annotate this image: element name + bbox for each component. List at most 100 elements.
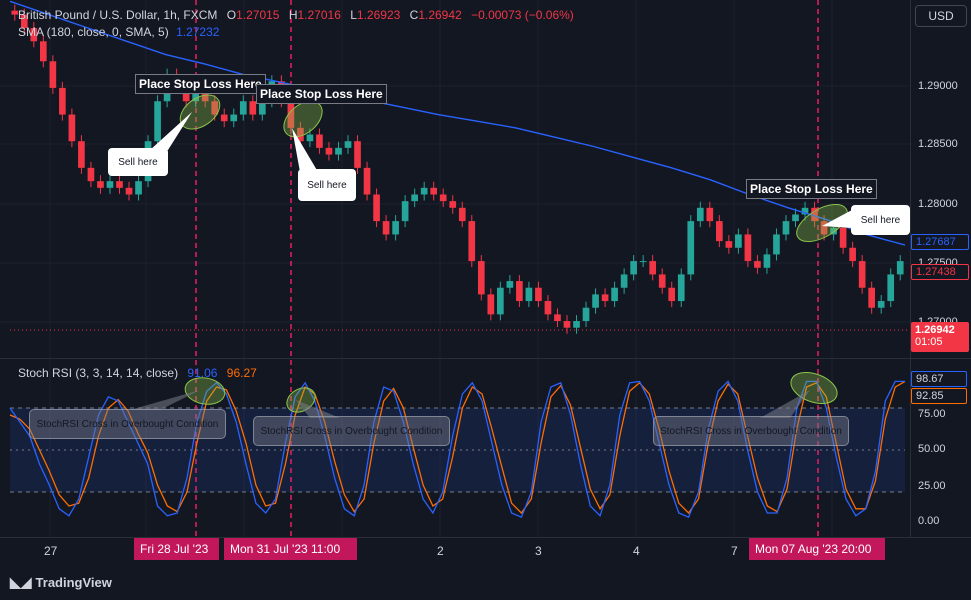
candle-body — [449, 201, 457, 208]
annotation-callouts — [130, 94, 852, 418]
candle-body — [563, 321, 571, 328]
sma-price-tag: 1.27687 — [911, 234, 969, 250]
candle-body — [516, 281, 523, 302]
candle-body — [239, 101, 247, 115]
candle-body — [468, 221, 476, 262]
candle-body — [201, 87, 209, 102]
callout-pointer — [292, 128, 318, 172]
sma-label: SMA (180, close, 0, SMA, 5) — [18, 25, 169, 39]
candle-body — [639, 261, 647, 263]
change-value: −0.00073 (−0.06%) — [471, 8, 574, 22]
candle-body — [316, 134, 323, 148]
stoch-k-line — [9, 380, 905, 519]
candle-body — [154, 101, 161, 142]
candle-body — [592, 294, 599, 308]
candle-body — [30, 27, 38, 42]
candle-body — [258, 101, 266, 115]
stop-loss-label[interactable]: Place Stop Loss Here — [135, 74, 266, 94]
stoch-legend[interactable]: Stoch RSI (3, 3, 14, 14, close) 91.06 96… — [18, 366, 257, 380]
candle-body — [649, 261, 657, 275]
candle-body — [106, 181, 114, 188]
close-label: C — [409, 8, 419, 22]
candle-body — [544, 301, 552, 315]
currency-button[interactable]: USD — [915, 5, 967, 27]
candle-body — [116, 181, 123, 188]
candle-body — [554, 314, 561, 322]
candle-body — [97, 181, 104, 188]
time-label: 7 — [731, 544, 738, 558]
candle-body — [59, 87, 66, 115]
candle-body — [211, 101, 219, 115]
sell-here-callout[interactable]: Sell here — [851, 205, 910, 235]
callout-pointer — [296, 400, 340, 418]
candle-body — [754, 261, 761, 268]
candle-body — [382, 221, 390, 235]
candle-body — [49, 61, 57, 88]
highlight-ellipse — [283, 100, 323, 138]
stop-loss-label[interactable]: Place Stop Loss Here — [256, 84, 387, 104]
candle-body — [135, 181, 142, 195]
highlight-ellipse — [184, 377, 226, 405]
candle-body — [801, 207, 809, 215]
rsi-label: 75.00 — [918, 408, 946, 420]
candle-body — [658, 274, 666, 288]
stoch-bands — [10, 407, 905, 493]
time-label: 27 — [44, 544, 58, 558]
price-label: 1.28000 — [918, 198, 958, 210]
sma-value: 1.27232 — [176, 25, 220, 39]
candle-body — [230, 114, 238, 122]
stoch-cross-callout[interactable]: StochRSI Cross in Overbought Condition — [253, 416, 450, 446]
candle-body — [192, 87, 199, 102]
symbol-title[interactable]: British Pound / U.S. Dollar, 1h, FXCM — [18, 8, 218, 22]
sell-here-callout[interactable]: Sell here — [108, 148, 168, 176]
brand-logo[interactable]: ◣◢ TradingView — [10, 574, 112, 591]
candle-body — [896, 261, 904, 275]
close-value: 1.26942 — [418, 8, 462, 22]
time-label: 3 — [535, 544, 542, 558]
candle-body — [877, 301, 885, 308]
tradingview-logo-icon: ◣◢ — [10, 574, 32, 590]
open-value: 1.27015 — [236, 8, 280, 22]
rsi-label: 25.00 — [918, 480, 946, 492]
highlight-ellipse — [179, 94, 221, 130]
candle-body — [763, 254, 771, 268]
candle-body — [354, 141, 361, 168]
chart-grid — [0, 0, 910, 537]
candle-body — [725, 241, 733, 248]
candle-body — [620, 274, 628, 288]
candle-body — [677, 274, 685, 302]
candle-body — [477, 261, 485, 295]
stoch-cross-callout[interactable]: StochRSI Cross in Overbought Condition — [29, 409, 226, 439]
sma-legend[interactable]: SMA (180, close, 0, SMA, 5) 1.27232 — [18, 25, 219, 39]
stoch-d-value: 96.27 — [226, 366, 257, 380]
price-label: 1.28500 — [918, 138, 958, 150]
candle-body — [773, 234, 780, 255]
stoch-k-tag: 98.67 — [911, 371, 967, 387]
candle-body — [363, 167, 371, 195]
stoch-cross-callout[interactable]: StochRSI Cross in Overbought Condition — [653, 416, 849, 446]
callout-pointer — [822, 210, 852, 228]
candle-body — [39, 41, 47, 62]
candle-body — [125, 187, 133, 195]
candle-body — [220, 114, 228, 122]
candle-body — [497, 287, 504, 315]
sell-here-callout[interactable]: Sell here — [298, 169, 356, 201]
candle-body — [20, 14, 28, 28]
candle-body — [687, 221, 695, 275]
callout-pointer — [760, 390, 810, 418]
stop-loss-label[interactable]: Place Stop Loss Here — [746, 179, 877, 199]
low-label: L — [350, 8, 357, 22]
candle-body — [401, 201, 409, 222]
stoch-k-value: 91.06 — [187, 366, 218, 380]
candle-body — [487, 294, 495, 315]
candle-body — [611, 287, 618, 302]
stoch-d-line — [9, 380, 906, 515]
candle-body — [78, 141, 85, 168]
candle-body — [87, 167, 95, 182]
candle-body — [630, 261, 637, 275]
candle-body — [782, 221, 790, 235]
candle-body — [287, 101, 295, 128]
candle-body — [792, 214, 799, 222]
candle-body — [182, 87, 190, 102]
callout-pointer — [150, 112, 192, 150]
